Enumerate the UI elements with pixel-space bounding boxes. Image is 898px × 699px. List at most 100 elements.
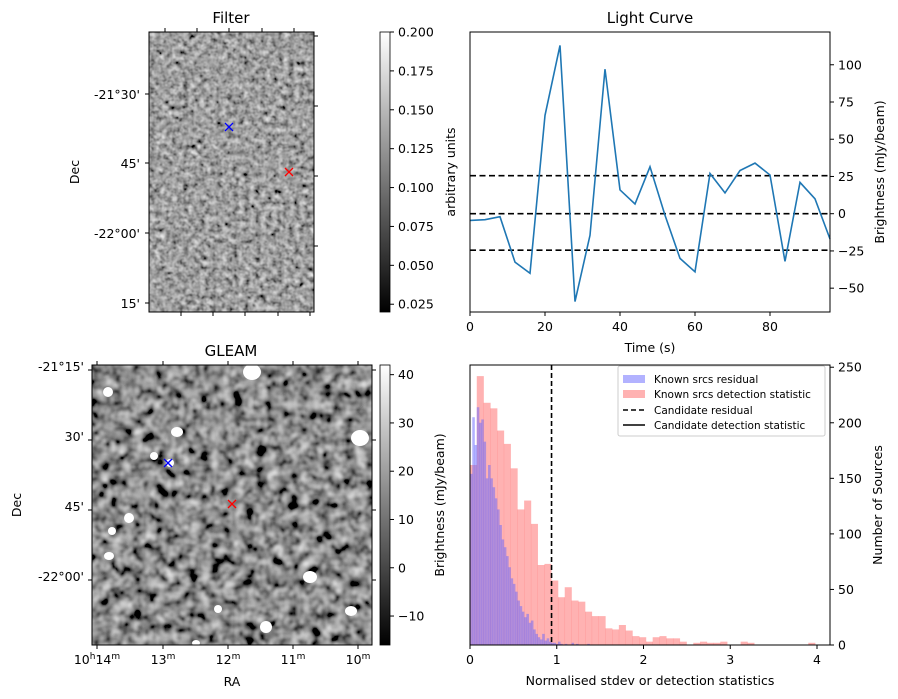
gleam-xtick-label: 12m bbox=[216, 652, 241, 667]
gleam-image bbox=[92, 365, 372, 645]
histogram-bar bbox=[578, 601, 586, 645]
histogram-bar bbox=[740, 641, 748, 645]
histogram-bar bbox=[612, 629, 620, 645]
gleam-blue-marker bbox=[163, 458, 173, 468]
histogram-bar bbox=[483, 441, 487, 645]
histogram-frame bbox=[469, 364, 831, 646]
histogram-bar bbox=[645, 641, 653, 645]
histogram-bar bbox=[508, 567, 511, 645]
gleam-title: GLEAM bbox=[205, 342, 258, 360]
colorbar-tick-label: 0.150 bbox=[398, 102, 434, 117]
histogram-bar bbox=[530, 620, 534, 645]
histogram-bar bbox=[632, 636, 640, 645]
filter-ytick-label: 15' bbox=[121, 296, 140, 311]
colorbar-tick-label: 0.050 bbox=[398, 258, 434, 273]
histogram-bar bbox=[720, 641, 728, 645]
histogram-bar bbox=[700, 641, 708, 645]
filter-ticks bbox=[145, 28, 318, 316]
histogram-bar bbox=[481, 419, 484, 645]
xtick-label: 20 bbox=[537, 319, 553, 334]
colorbar-tick-label: −10 bbox=[398, 609, 424, 624]
histogram-bar bbox=[472, 417, 475, 645]
histogram-ticks: 0 1 2 3 4 0 50 100 150 200 250 bbox=[466, 360, 862, 667]
histogram-bar bbox=[618, 625, 626, 645]
histogram-bar bbox=[544, 563, 552, 645]
gleam-ytick-label: 30' bbox=[65, 429, 84, 444]
ytick-label: 100 bbox=[838, 57, 862, 72]
legend-box bbox=[617, 365, 826, 437]
histogram-bar bbox=[551, 642, 554, 645]
filter-colorbar-ticks: 0.025 0.050 0.075 0.100 0.125 0.150 0.175 0.200 bbox=[390, 25, 434, 312]
gleam-colorbar bbox=[379, 364, 391, 646]
histogram-bar bbox=[537, 637, 541, 645]
gleam-ytick-label: -21°15' bbox=[38, 359, 84, 374]
histogram-bar bbox=[494, 498, 498, 645]
histogram-bar bbox=[517, 509, 525, 645]
legend-swatch-detection bbox=[623, 390, 645, 398]
histogram-bar bbox=[557, 597, 566, 645]
histogram-bar bbox=[497, 509, 500, 645]
histogram-bar bbox=[713, 642, 721, 645]
ytick-label: 50 bbox=[838, 582, 854, 597]
filter-red-marker bbox=[284, 167, 294, 177]
histogram-panel: 0 1 2 3 4 0 50 100 150 200 250 Normalised stdev or… bbox=[466, 360, 885, 688]
histogram-bar bbox=[539, 639, 543, 645]
ytick-label: 100 bbox=[838, 526, 862, 541]
histogram-bar bbox=[510, 578, 514, 645]
histogram-bar bbox=[706, 642, 714, 645]
gleam-colorbar-ticks: −10 0 10 20 30 40 bbox=[390, 367, 424, 624]
histogram-bar bbox=[564, 587, 572, 645]
histogram-bar bbox=[560, 643, 563, 645]
histogram-bar bbox=[533, 629, 536, 645]
colorbar-tick-label: 0.175 bbox=[398, 63, 434, 78]
histogram-bar bbox=[652, 637, 660, 645]
colorbar-tick-label: 20 bbox=[398, 464, 414, 479]
lightcurve-frame bbox=[469, 31, 831, 313]
xtick-label: 80 bbox=[762, 319, 778, 334]
filter-colorbar bbox=[379, 31, 391, 313]
colorbar-tick-label: 0.075 bbox=[398, 219, 434, 234]
gleam-red-marker bbox=[227, 499, 237, 509]
gleam-xtick-label: 11m bbox=[281, 652, 306, 667]
filter-blue-marker bbox=[224, 122, 234, 132]
histogram-bar bbox=[571, 600, 579, 645]
filter-panel: Filter -21°30' 45' -22°00' 15' bbox=[67, 9, 458, 316]
histogram-bar bbox=[555, 643, 559, 645]
lightcurve-panel: Light Curve 0 20 40 60 80 −50 −25 0 25 50 75 100 Ti… bbox=[466, 9, 887, 355]
gleam-xtick-labels: 10h14m 13m 12m 11m 10m bbox=[74, 652, 371, 667]
histogram-bar bbox=[512, 583, 516, 645]
ytick-label: 25 bbox=[838, 169, 854, 184]
histogram-bar bbox=[542, 633, 545, 645]
filter-title: Filter bbox=[212, 9, 250, 27]
histogram-bar bbox=[474, 445, 478, 645]
ytick-label: −50 bbox=[838, 281, 864, 296]
legend-label: Candidate residual bbox=[654, 405, 753, 417]
lightcurve-title: Light Curve bbox=[607, 9, 693, 27]
colorbar-tick-label: 0.100 bbox=[398, 180, 434, 195]
histogram-bar bbox=[499, 525, 502, 645]
histogram-bar bbox=[501, 539, 505, 645]
histogram-bar bbox=[528, 622, 532, 645]
histogram-bar bbox=[598, 616, 606, 645]
xtick-label: 1 bbox=[553, 652, 561, 667]
filter-frame bbox=[148, 31, 315, 313]
histogram-bar bbox=[479, 422, 482, 645]
histogram-bar bbox=[553, 642, 557, 645]
colorbar-tick-label: 30 bbox=[398, 415, 414, 430]
colorbar-tick-label: 40 bbox=[398, 367, 414, 382]
xtick-label: 3 bbox=[726, 652, 734, 667]
colorbar-tick-label: 0.025 bbox=[398, 297, 434, 312]
gleam-bright-sources bbox=[103, 365, 369, 645]
histogram-bar bbox=[605, 628, 613, 645]
filter-ytick-label: 45' bbox=[121, 156, 140, 171]
histogram-bar bbox=[515, 591, 518, 645]
histogram-residual-bars bbox=[470, 407, 590, 645]
histogram-bar bbox=[521, 611, 525, 645]
filter-image bbox=[149, 32, 314, 312]
histogram-bar bbox=[524, 617, 527, 645]
gleam-ylabel: Dec bbox=[9, 493, 24, 517]
filter-ytick-label: -21°30' bbox=[94, 87, 140, 102]
filter-ytick-label: -22°00' bbox=[94, 226, 140, 241]
histogram-bar bbox=[470, 473, 473, 645]
